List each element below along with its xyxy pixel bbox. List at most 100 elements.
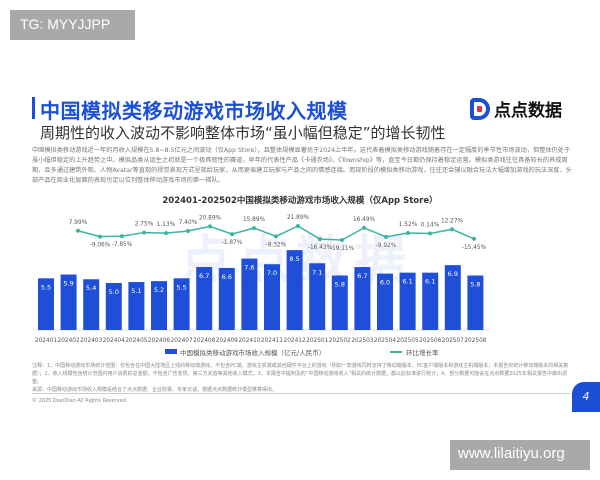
logo-icon — [470, 97, 490, 120]
bar — [354, 267, 371, 330]
bar — [331, 275, 348, 330]
page-number: 4 — [572, 382, 600, 412]
overlay-watermark: www.lilaitiyu.org — [450, 440, 590, 470]
bar-label: 5.9 — [63, 280, 73, 288]
growth-point — [450, 227, 454, 232]
x-tick-label: 202404 — [103, 338, 125, 344]
growth-label: -16.43% — [308, 245, 333, 251]
bar-label: 6.6 — [222, 273, 232, 281]
bar — [218, 267, 235, 330]
bar-label: 5.2 — [154, 286, 164, 294]
growth-label: -7.85% — [112, 242, 133, 248]
bar — [151, 281, 167, 330]
growth-label: 15.89% — [243, 217, 266, 223]
page-title: 中国模拟类移动游戏市场收入规模 — [40, 99, 348, 123]
x-tick-label: 202402 — [58, 338, 80, 344]
bar-label: 6.0 — [380, 279, 390, 287]
growth-label: 12.27% — [441, 218, 464, 224]
growth-point — [406, 230, 410, 235]
x-tick-label: 202501 — [306, 338, 328, 344]
copyright: © 2025 DianDian All Rights Reserved. — [32, 398, 128, 404]
bar-label: 5.0 — [109, 288, 119, 296]
growth-point — [296, 224, 300, 229]
growth-point — [340, 237, 344, 242]
x-tick-label: 202504 — [374, 338, 396, 344]
growth-label: -9.92% — [376, 243, 397, 249]
growth-label: 0.14% — [421, 222, 440, 228]
legend-bar-label: 中国模拟类移动游戏市场收入规模（亿元/人民币） — [180, 349, 326, 357]
overlay-tag: TG: MYYJJPP — [10, 10, 135, 40]
bar — [38, 278, 54, 330]
notes: 注释：1、中国移动游戏市场统计范围：仅包含在中国大陆地区上线的移动端游戏，不包含… — [32, 362, 572, 394]
x-tick-label: 202405 — [125, 338, 147, 344]
growth-label: -1.87% — [222, 240, 243, 246]
x-tick-label: 202407 — [171, 338, 193, 344]
bar-label: 5.5 — [176, 283, 186, 291]
growth-point — [98, 234, 102, 239]
x-tick-label: 202406 — [148, 338, 170, 344]
growth-label: 16.49% — [353, 217, 376, 223]
x-tick-label: 202502 — [329, 338, 351, 344]
bar — [241, 258, 258, 330]
bar — [309, 263, 326, 330]
bar — [422, 272, 439, 330]
divider — [32, 393, 570, 394]
bar-label: 5.4 — [86, 284, 96, 292]
bar-label: 6.1 — [402, 278, 412, 286]
growth-point — [384, 234, 388, 239]
bar — [196, 267, 213, 330]
x-tick-label: 202503 — [351, 338, 373, 344]
growth-point — [274, 234, 278, 239]
growth-point — [208, 224, 212, 229]
bar-label: 6.9 — [448, 270, 458, 278]
bar — [444, 265, 461, 330]
growth-point — [230, 232, 234, 237]
source-text: 来源：中国移动游戏市场收入规模是结合了点点数据、企业财报、专家访谈，根据点点数据… — [32, 387, 278, 393]
growth-point — [252, 226, 256, 231]
x-tick-label: 202505 — [397, 338, 419, 344]
growth-point — [186, 228, 190, 233]
growth-label: 2.75% — [135, 222, 154, 228]
legend-line-label: 环比增长率 — [406, 349, 439, 357]
bar — [377, 273, 393, 330]
bar — [264, 264, 280, 330]
bar-label: 6.1 — [425, 278, 435, 286]
bar-label: 5.8 — [335, 280, 345, 288]
diandian-logo: 点点数据 — [470, 96, 562, 121]
bar — [467, 275, 484, 330]
x-tick-label: 202410 — [238, 338, 260, 344]
bar — [173, 278, 190, 330]
bar-label: 5.1 — [131, 287, 141, 295]
logo-text: 点点数据 — [494, 101, 562, 121]
body-paragraph: 中国模拟类移动游戏近一年的月收入规模在5.8~8.5亿元之间波动（仅App St… — [32, 147, 572, 184]
growth-label: -9.06% — [90, 243, 111, 249]
growth-label: 7.99% — [69, 220, 88, 226]
bar — [105, 283, 122, 330]
bar-label: 7.6 — [244, 264, 254, 272]
growth-point — [318, 237, 322, 242]
title-accent-bar — [32, 97, 35, 119]
bar-label: 6.7 — [199, 272, 209, 280]
growth-point — [362, 225, 366, 230]
growth-label: 1.13% — [157, 222, 176, 228]
bar — [286, 250, 303, 330]
page-subtitle: 周期性的收入波动不影响整体市场“虽小幅但稳定”的增长韧性 — [40, 124, 446, 142]
x-tick-label: 202506 — [419, 338, 441, 344]
bar-label: 6.7 — [357, 272, 367, 280]
legend-bar-swatch — [165, 349, 177, 354]
bar — [399, 272, 416, 330]
chart: 5.5 202401 5.9 202402 5.4 202403 5.0 202404 5.1 2… — [35, 215, 490, 344]
growth-point — [76, 228, 80, 233]
bar — [60, 274, 77, 330]
x-tick-label: 202408 — [193, 338, 215, 344]
x-tick-label: 202507 — [442, 338, 464, 344]
growth-label: 1.52% — [399, 222, 418, 228]
bar-label: 7.0 — [267, 269, 277, 277]
growth-point — [428, 231, 432, 236]
growth-point — [164, 231, 168, 236]
growth-label: 21.89% — [287, 215, 310, 221]
x-tick-label: 202508 — [464, 338, 486, 344]
notes-text: 注释：1、中国移动游戏市场统计范围：仅包含在中国大陆地区上线的移动端游戏，不包含… — [32, 363, 569, 385]
bar-label: 5.5 — [41, 283, 51, 291]
x-tick-label: 202411 — [261, 338, 283, 344]
